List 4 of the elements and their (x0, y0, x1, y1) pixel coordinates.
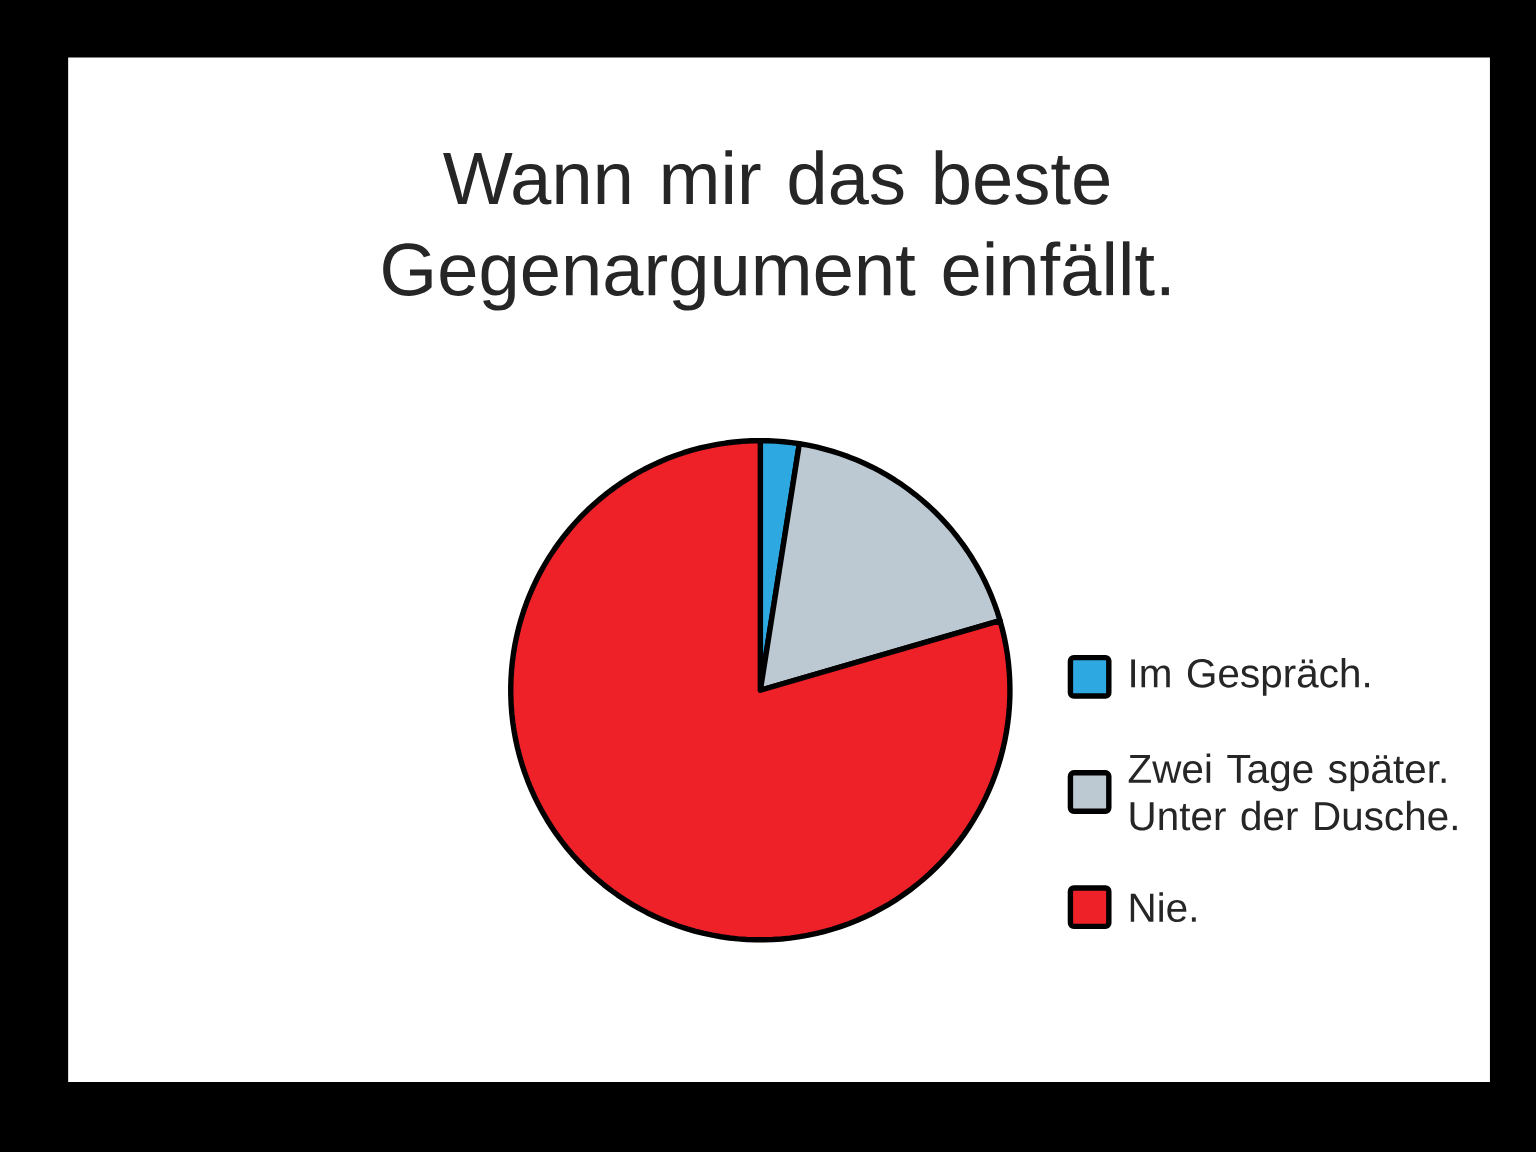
legend-label: Im Gespräch. (1131, 657, 1370, 696)
legend-label: Nie. (1130, 892, 1196, 923)
chart-title: Wann mir das beste Gegenargument einfällt. (383, 150, 1169, 311)
legend-label: Zwei Tage später. Unter der Dusche. (1128, 753, 1457, 831)
